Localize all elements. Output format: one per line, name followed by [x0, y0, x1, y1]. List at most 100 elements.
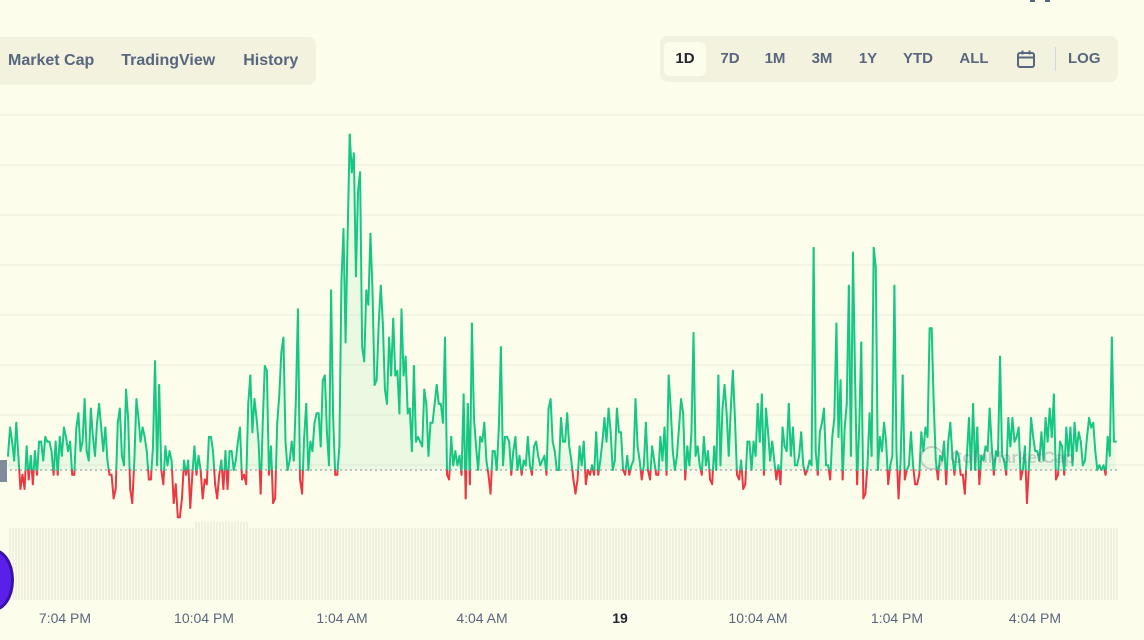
- price-segment: [125, 388, 130, 420]
- price-segment: [311, 421, 316, 453]
- x-tick-label: 10:04 PM: [174, 610, 234, 626]
- price-segment: [708, 469, 712, 481]
- x-tick-label: 4:04 PM: [1009, 610, 1061, 626]
- price-segment: [636, 445, 641, 462]
- price-segment: [131, 469, 135, 505]
- price-segment: [570, 459, 574, 472]
- price-segment: [839, 379, 844, 472]
- tab-tradingview[interactable]: TradingView: [121, 52, 216, 69]
- range-1m[interactable]: 1M: [764, 50, 786, 67]
- price-segment: [822, 407, 828, 467]
- range-7d[interactable]: 7D: [720, 50, 740, 67]
- price-segment: [232, 459, 237, 472]
- price-segment: [688, 431, 693, 467]
- calendar-icon[interactable]: [1016, 49, 1036, 69]
- price-segment: [501, 435, 507, 467]
- price-segment: [1110, 336, 1115, 443]
- price-segment: [781, 426, 786, 448]
- price-segment: [464, 469, 468, 500]
- price-segment: [495, 426, 500, 472]
- price-segment: [435, 383, 440, 405]
- price-segment: [665, 374, 670, 472]
- price-segment: [17, 454, 21, 472]
- price-segment: [216, 473, 221, 500]
- price-segment: [876, 435, 881, 472]
- price-segment: [33, 450, 38, 472]
- price-segment: [545, 407, 550, 472]
- price-segment: [427, 421, 432, 457]
- price-segment: [678, 398, 683, 429]
- price-segment: [763, 407, 767, 472]
- price-segment: [864, 469, 869, 495]
- range-ytd[interactable]: YTD: [903, 50, 933, 67]
- price-segment: [727, 407, 732, 457]
- price-segment: [885, 440, 889, 472]
- price-segment: [651, 445, 656, 462]
- price-segment: [174, 483, 179, 519]
- range-1y[interactable]: 1Y: [858, 50, 878, 67]
- price-segment: [499, 346, 504, 467]
- price-segment: [817, 431, 821, 472]
- range-3m[interactable]: 3M: [811, 50, 833, 67]
- price-segment: [978, 469, 982, 486]
- price-segment: [988, 407, 993, 448]
- price-segment: [282, 336, 287, 443]
- price-segment: [48, 440, 53, 453]
- volume-bars: [9, 522, 1118, 600]
- price-segment: [897, 469, 902, 500]
- price-segment: [278, 350, 283, 396]
- price-segment: [363, 289, 368, 363]
- price-segment: [613, 407, 618, 462]
- price-segment: [936, 469, 940, 481]
- price-segment: [791, 426, 796, 467]
- log-scale-button[interactable]: LOG: [1068, 50, 1101, 67]
- price-segment: [209, 435, 215, 453]
- price-segment: [889, 454, 894, 467]
- price-segment: [54, 440, 59, 472]
- price-segment: [98, 402, 103, 429]
- price-segment: [128, 469, 132, 490]
- x-tick-label: 1:04 AM: [316, 610, 367, 626]
- price-segment: [916, 473, 921, 486]
- price-segment: [307, 440, 312, 472]
- price-segment: [443, 336, 448, 472]
- price-segment: [213, 469, 217, 486]
- range-divider: [1055, 47, 1056, 71]
- price-segment: [79, 440, 84, 453]
- price-segment: [245, 402, 250, 472]
- price-segment: [42, 435, 47, 462]
- price-segment: [197, 454, 202, 472]
- price-segment: [750, 440, 755, 472]
- price-segment: [945, 440, 950, 472]
- price-segment: [62, 426, 67, 438]
- price-segment: [270, 445, 273, 472]
- price-segment: [943, 440, 947, 472]
- price-segment: [205, 469, 209, 486]
- price-segment: [557, 417, 562, 472]
- price-segment: [222, 469, 226, 490]
- price-segment: [118, 407, 123, 457]
- price-segment: [226, 469, 230, 490]
- price-marker: [0, 460, 7, 482]
- price-segment: [206, 435, 210, 472]
- price-segment: [731, 369, 736, 420]
- price-segment: [835, 322, 840, 438]
- price-segment: [842, 426, 846, 472]
- price-segment: [912, 469, 917, 486]
- price-segment: [644, 421, 649, 472]
- price-segment: [470, 322, 475, 420]
- price-segment: [472, 417, 478, 448]
- x-tick-label: 7:04 PM: [39, 610, 91, 626]
- price-segment: [354, 190, 360, 278]
- range-1d[interactable]: 1D: [664, 42, 706, 76]
- price-segment: [89, 407, 94, 438]
- price-segment: [744, 440, 749, 472]
- price-segment: [230, 450, 235, 472]
- tab-market-cap[interactable]: Market Cap: [8, 52, 95, 69]
- range-all[interactable]: ALL: [959, 50, 989, 67]
- tab-history[interactable]: History: [243, 52, 299, 69]
- price-segment: [719, 407, 724, 467]
- fullscreen-icon[interactable]: [1030, 0, 1050, 4]
- time-range-selector: 1D 7D 1M 3M 1Y YTD ALL LOG: [660, 36, 1118, 82]
- price-segment: [15, 421, 20, 457]
